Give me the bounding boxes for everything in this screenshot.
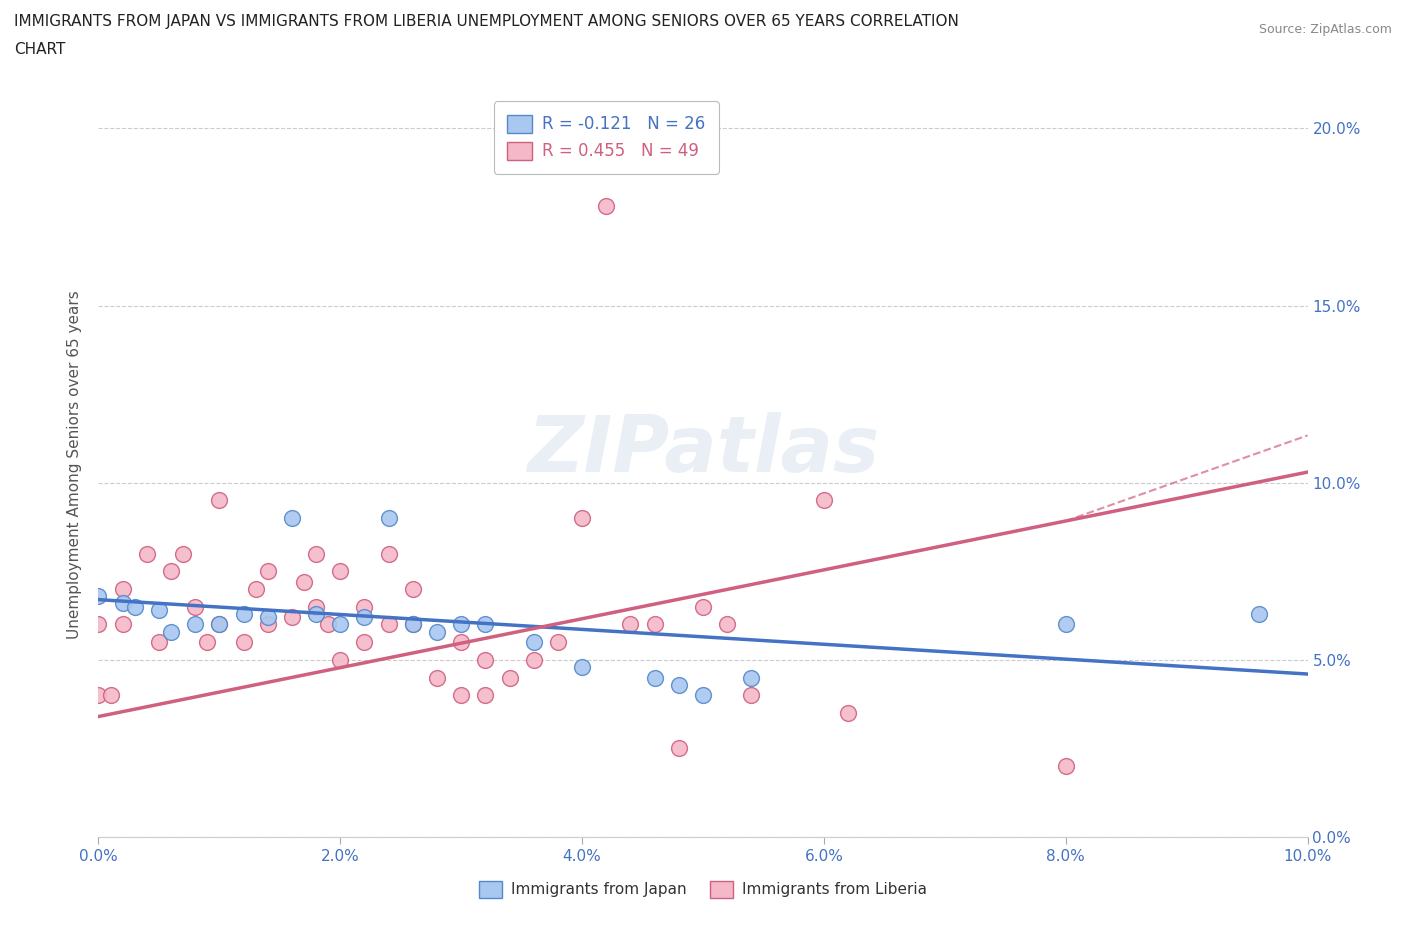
Point xyxy=(232,606,254,621)
Point xyxy=(232,634,254,649)
Point xyxy=(474,688,496,703)
Point xyxy=(668,677,690,692)
Point xyxy=(450,688,472,703)
Point xyxy=(377,617,399,631)
Point xyxy=(329,653,352,668)
Point xyxy=(402,617,425,631)
Point xyxy=(595,199,617,214)
Point xyxy=(353,634,375,649)
Point xyxy=(450,634,472,649)
Point xyxy=(208,617,231,631)
Point xyxy=(474,617,496,631)
Point xyxy=(1054,759,1077,774)
Point xyxy=(692,599,714,614)
Point xyxy=(256,610,278,625)
Text: CHART: CHART xyxy=(14,42,66,57)
Point xyxy=(837,706,859,721)
Point xyxy=(692,688,714,703)
Point xyxy=(353,599,375,614)
Text: IMMIGRANTS FROM JAPAN VS IMMIGRANTS FROM LIBERIA UNEMPLOYMENT AMONG SENIORS OVER: IMMIGRANTS FROM JAPAN VS IMMIGRANTS FROM… xyxy=(14,14,959,29)
Point xyxy=(160,564,183,578)
Point xyxy=(111,596,134,611)
Point xyxy=(619,617,641,631)
Point xyxy=(305,599,328,614)
Point xyxy=(353,610,375,625)
Point xyxy=(740,688,762,703)
Point xyxy=(135,546,157,561)
Point xyxy=(450,617,472,631)
Point xyxy=(571,511,593,525)
Point xyxy=(329,564,352,578)
Point xyxy=(208,617,231,631)
Point xyxy=(644,617,666,631)
Point xyxy=(281,610,304,625)
Point xyxy=(474,653,496,668)
Point xyxy=(1249,606,1271,621)
Point xyxy=(305,546,328,561)
Point xyxy=(256,564,278,578)
Point xyxy=(160,624,183,639)
Point xyxy=(644,671,666,685)
Point xyxy=(1054,617,1077,631)
Point xyxy=(498,671,520,685)
Point xyxy=(523,653,546,668)
Y-axis label: Unemployment Among Seniors over 65 years: Unemployment Among Seniors over 65 years xyxy=(67,291,83,640)
Point xyxy=(740,671,762,685)
Point xyxy=(256,617,278,631)
Point xyxy=(195,634,218,649)
Point xyxy=(305,606,328,621)
Text: Source: ZipAtlas.com: Source: ZipAtlas.com xyxy=(1258,23,1392,36)
Point xyxy=(813,493,835,508)
Point xyxy=(329,617,352,631)
Point xyxy=(87,688,110,703)
Point xyxy=(148,634,170,649)
Point xyxy=(100,688,122,703)
Point xyxy=(245,581,267,596)
Point xyxy=(172,546,194,561)
Point xyxy=(547,634,569,649)
Text: ZIPatlas: ZIPatlas xyxy=(527,412,879,488)
Point xyxy=(292,575,315,590)
Point xyxy=(281,511,304,525)
Legend: Immigrants from Japan, Immigrants from Liberia: Immigrants from Japan, Immigrants from L… xyxy=(472,875,934,904)
Point xyxy=(87,589,110,604)
Point xyxy=(426,671,449,685)
Point xyxy=(716,617,738,631)
Point xyxy=(111,617,134,631)
Point xyxy=(316,617,339,631)
Point xyxy=(124,599,146,614)
Point xyxy=(87,617,110,631)
Point xyxy=(148,603,170,618)
Point xyxy=(184,617,207,631)
Point xyxy=(402,581,425,596)
Point xyxy=(523,634,546,649)
Point xyxy=(402,617,425,631)
Point xyxy=(208,493,231,508)
Point xyxy=(426,624,449,639)
Point xyxy=(668,741,690,756)
Point xyxy=(377,511,399,525)
Point xyxy=(377,546,399,561)
Point xyxy=(571,659,593,674)
Point xyxy=(184,599,207,614)
Point xyxy=(111,581,134,596)
